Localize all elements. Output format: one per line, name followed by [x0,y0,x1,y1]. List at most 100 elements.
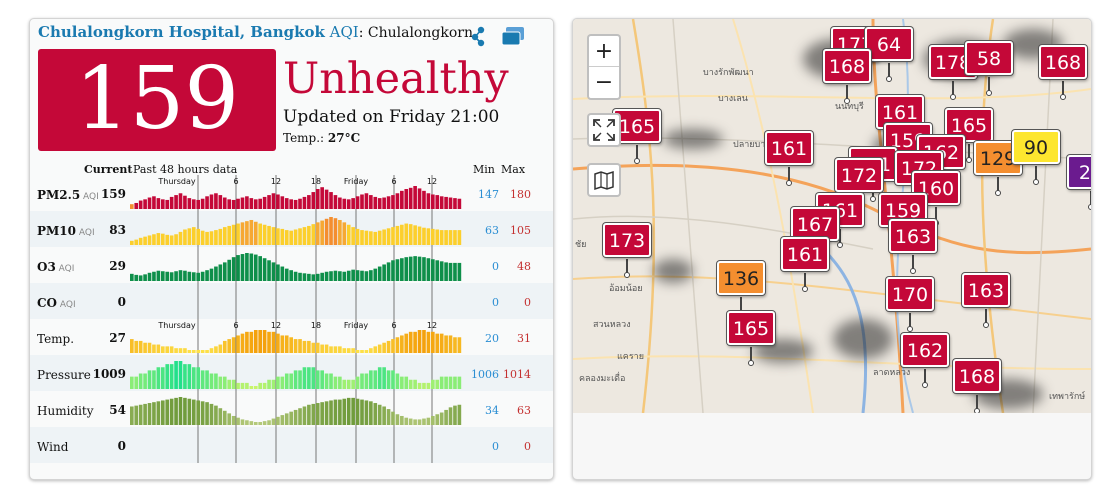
pollutant-name: Temp. [37,332,75,346]
history-bar [307,195,311,209]
station-marker[interactable]: 90 [1012,130,1060,164]
station-marker[interactable]: 161 [765,131,813,165]
history-bar [214,405,218,425]
history-bar [364,230,369,245]
history-bar [174,361,178,389]
max-value: 63 [517,404,531,417]
station-marker[interactable]: 168 [953,359,1001,393]
history-bar [276,228,280,245]
history-bar [156,270,161,281]
station-marker[interactable]: 167 [791,207,839,241]
map-road [631,19,656,413]
history-bar [382,197,386,209]
aqi-map[interactable]: บางรักพัฒนา บางเลน นนทบุรี ปลายบาง อ้อมน้อยส… [573,19,1091,413]
history-bar [346,397,351,425]
row-label: CO AQI [37,296,76,310]
station-marker[interactable]: 168 [823,49,871,83]
history-bar [183,364,187,390]
pollutant-name: Humidity [37,404,94,418]
station-marker[interactable]: 168 [1039,45,1087,79]
history-bar [413,331,417,353]
history-bar [271,262,276,282]
row-pm10: PM10 AQI 83 63 105 [30,211,553,247]
history-bar [169,196,174,209]
row-label: Wind [37,440,68,454]
history-bar [231,379,236,389]
temp-value: 27°C [327,131,361,145]
station-marker[interactable]: 172 [835,158,883,192]
history-bar [302,273,307,281]
fullscreen-button[interactable] [587,113,621,147]
history-bar [298,339,302,353]
marker-stem [740,297,742,311]
station-marker[interactable]: 173 [603,223,651,257]
zoom-out-button[interactable]: − [594,70,614,95]
history-bar [267,420,271,425]
marker-stem [846,85,848,99]
col-max: Max [501,163,526,176]
marker-stem [788,167,790,181]
marker-stem [839,229,841,243]
history-chart [130,355,462,391]
embed-windows-icon[interactable] [501,27,524,46]
history-bar [196,228,201,245]
history-bar [382,367,386,389]
history-bar [453,376,457,390]
history-bar [355,376,360,390]
history-bar [302,340,307,353]
marker-dot [886,76,892,82]
history-bar [448,335,453,353]
history-bar [196,272,201,281]
history-bar [214,193,218,209]
history-bar [196,400,201,425]
city-link[interactable]: Chulalongkorn Hospital, Bangkok [38,23,325,41]
station-marker[interactable]: 64 [865,27,913,61]
history-bar [346,270,351,281]
history-bar [351,348,355,353]
history-bar [439,333,444,353]
history-bar [369,231,373,245]
row-co: CO AQI 0 0 0 [30,283,553,319]
map-layers-button[interactable] [587,163,621,197]
history-bar [187,228,192,245]
history-bar [152,234,156,245]
axis-label: 6 [391,321,396,330]
history-bar [311,367,316,389]
history-bar [360,230,364,245]
history-bar [435,379,440,389]
history-bar [183,397,187,425]
row-label: Humidity [37,404,94,418]
share-icon[interactable] [471,26,485,47]
pollutant-name: PM2.5 [37,188,81,202]
pollutant-unit: AQI [80,192,99,202]
history-bar [293,370,298,390]
station-marker[interactable]: 163 [889,219,937,253]
history-bar [360,194,364,209]
station-marker[interactable]: 170 [886,277,934,311]
history-bar [280,266,285,281]
history-bar [138,404,143,425]
history-bar [404,417,409,425]
history-bar [395,225,400,245]
history-bar [267,260,271,281]
history-bar [386,262,391,282]
history-chart [130,391,462,427]
history-bar [267,195,271,209]
history-bar [333,218,338,245]
station-marker[interactable]: 165 [727,311,775,345]
history-bar [355,270,360,281]
station-marker[interactable]: 58 [965,41,1013,75]
history-bar [191,367,196,389]
station-marker[interactable]: 136 [717,261,765,295]
station-marker[interactable]: 161 [781,237,829,271]
zoom-in-button[interactable]: + [589,36,619,67]
station-marker[interactable]: 163 [962,273,1010,307]
station-marker[interactable]: 21 [1067,155,1091,189]
history-bar [267,225,271,245]
col-history: Past 48 hours data [133,163,238,176]
history-bar [333,346,338,353]
station-marker[interactable]: 162 [901,333,949,367]
history-bar [373,268,378,282]
history-bar [333,195,338,209]
history-bar [426,382,431,390]
